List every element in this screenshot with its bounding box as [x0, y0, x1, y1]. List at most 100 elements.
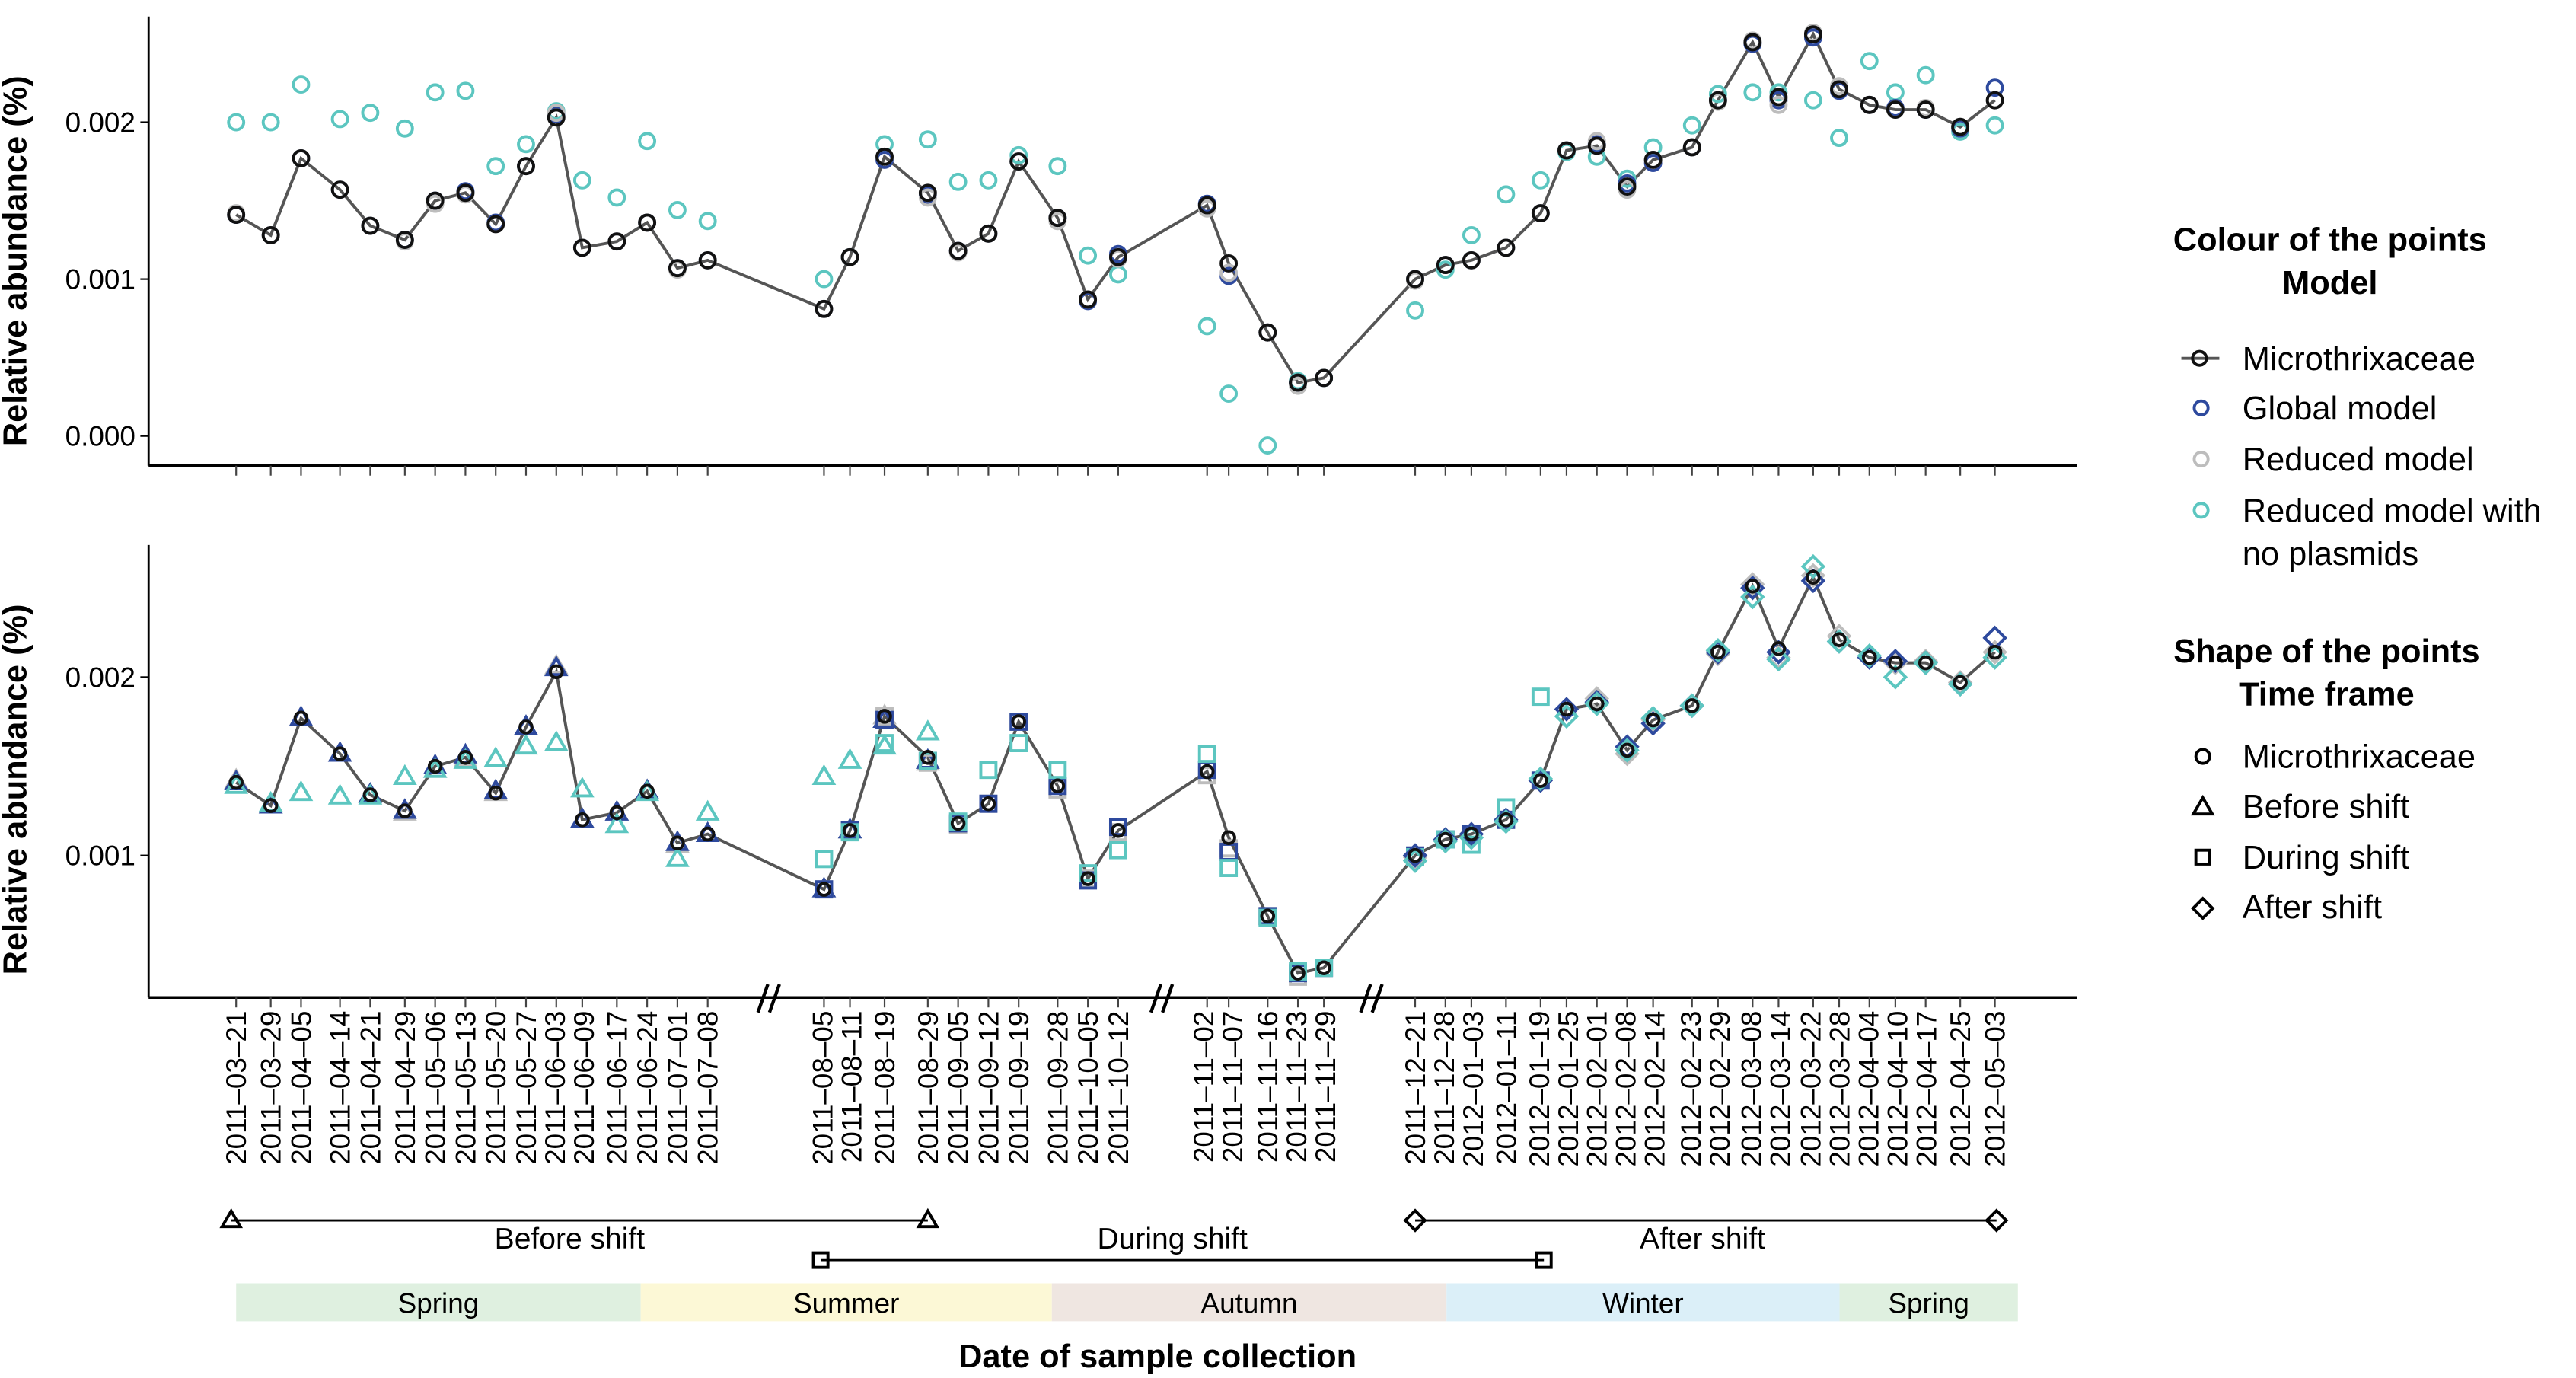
data-point — [1079, 246, 1098, 265]
microthrixaceae-point — [1260, 908, 1276, 924]
microthrixaceae-point — [488, 785, 503, 801]
data-point — [1557, 141, 1576, 160]
x-tick-label: 2012–01–03 — [1458, 1011, 1489, 1167]
x-tick-label: 2012–02–14 — [1640, 1011, 1671, 1167]
microthrixaceae-point — [670, 835, 685, 851]
season-label: Spring — [1888, 1288, 1969, 1319]
legend-shape-triangle-icon — [2190, 794, 2215, 816]
top-series-reduced-model-with-no-plasmids — [227, 52, 2004, 455]
data-point — [361, 216, 380, 235]
no-plasmids-point — [604, 812, 630, 834]
no-plasmids-point — [811, 764, 837, 786]
bottom-microthrixaceae-line — [235, 573, 1996, 975]
x-tick-label: 2011–12–28 — [1429, 1011, 1460, 1165]
season-label: Summer — [793, 1288, 899, 1319]
top-y-axis-title: Relative abundance (%) — [0, 75, 34, 446]
data-point — [486, 157, 505, 176]
global-model-point — [1402, 843, 1428, 868]
x-tick-label: 2011–06–09 — [569, 1011, 600, 1165]
legend-key-no-plasmids — [2192, 502, 2210, 519]
data-point — [1219, 384, 1239, 403]
data-point — [486, 215, 505, 234]
no-plasmids-point — [1615, 738, 1640, 763]
data-point — [1048, 209, 1067, 228]
microthrixaceae-point — [457, 750, 473, 765]
data-point — [572, 171, 591, 190]
no-plasmids-point — [915, 719, 940, 741]
data-point — [1830, 80, 1848, 99]
data-point — [1289, 373, 1307, 392]
microthrixaceae-point — [842, 823, 858, 838]
x-tick-label: 2012–04–10 — [1883, 1011, 1914, 1167]
data-point — [395, 231, 414, 250]
data-point — [1682, 116, 1701, 135]
microthrixaceae-point — [1710, 644, 1726, 660]
data-point — [1708, 85, 1727, 104]
microthrixaceae-point — [1888, 655, 1903, 671]
x-tick-label: 2011–10–05 — [1073, 1011, 1104, 1165]
data-point — [1219, 263, 1239, 282]
legend-item-no-plasmids: Reduced model with — [2243, 493, 2542, 529]
x-tick-label: 2011–04–21 — [355, 1011, 386, 1165]
microthrixaceae-point — [228, 774, 244, 790]
data-point — [1462, 225, 1481, 244]
data-point — [426, 83, 445, 102]
no-plasmids-point — [1108, 841, 1127, 860]
data-point — [361, 104, 380, 123]
data-point — [330, 180, 349, 199]
no-plasmids-point — [1705, 638, 1731, 663]
microthrixaceae-point — [332, 746, 348, 761]
x-tick-label: 2011–11–23 — [1281, 1011, 1312, 1163]
no-plasmids-point — [570, 777, 595, 798]
x-tick-label: 2012–02–29 — [1704, 1011, 1736, 1167]
data-point — [1406, 270, 1424, 289]
data-point — [517, 157, 535, 176]
legend-shape-subtitle: Time frame — [2239, 676, 2415, 713]
before-shift-end-marker — [916, 1207, 940, 1229]
no-plasmids-point — [695, 799, 720, 821]
microthrixaceae-point — [1290, 965, 1306, 981]
x-tick-label: 2011–05–13 — [450, 1011, 481, 1165]
microthrixaceae-point — [518, 719, 534, 735]
microthrixaceae-point — [1832, 632, 1847, 647]
microthrixaceae-point — [362, 787, 378, 802]
data-point — [948, 241, 968, 260]
season-band-summer — [640, 1283, 1052, 1322]
x-tick-label: 2012–02–01 — [1582, 1011, 1613, 1167]
microthrixaceae-point — [1011, 714, 1026, 729]
data-point — [607, 232, 626, 251]
axis-break-mark — [1149, 984, 1175, 1013]
microthrixaceae-point — [1408, 847, 1423, 863]
microthrixaceae-point — [1199, 764, 1215, 780]
microthrixaceae-point — [397, 803, 413, 818]
data-point — [668, 200, 687, 219]
global-model-point — [1883, 649, 1908, 674]
data-point — [1830, 129, 1848, 148]
data-point — [1618, 177, 1637, 196]
data-point — [1916, 65, 1935, 85]
legend-key-reduced-model — [2192, 450, 2210, 468]
x-tick-label: 2012–03–14 — [1765, 1011, 1796, 1167]
data-point — [1769, 88, 1788, 107]
microthrixaceae-point — [980, 796, 996, 812]
microthrixaceae-point — [1645, 712, 1661, 728]
data-point — [1743, 33, 1762, 52]
no-plasmids-point — [918, 751, 937, 770]
season-label: Winter — [1602, 1288, 1683, 1319]
x-tick-label: 2011–05–27 — [511, 1011, 542, 1165]
data-point — [918, 130, 937, 149]
data-point — [1048, 157, 1067, 176]
data-point — [1258, 436, 1277, 455]
x-tick-label: 2011–09–05 — [943, 1011, 974, 1165]
microthrixaceae-point — [1559, 701, 1574, 717]
microthrixaceae-point — [1498, 812, 1514, 828]
microthrixaceae-point — [1806, 569, 1821, 585]
no-plasmids-point — [544, 730, 569, 751]
data-point — [815, 299, 834, 318]
no-plasmids-point — [514, 733, 538, 755]
x-tick-label: 2012–03–08 — [1736, 1011, 1767, 1167]
no-plasmids-point — [1315, 959, 1334, 978]
microthrixaceae-point — [877, 709, 892, 724]
x-tick-label: 2012–04–04 — [1854, 1011, 1885, 1167]
x-tick-label: 2012–01–25 — [1553, 1011, 1584, 1167]
